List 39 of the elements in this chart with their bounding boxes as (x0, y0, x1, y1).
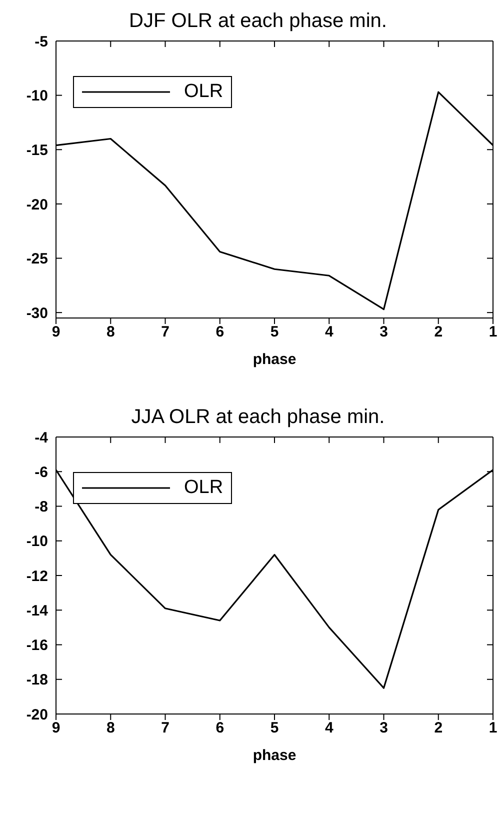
x-axis-title: phase (252, 747, 296, 764)
chart-title: DJF OLR at each phase min. (128, 9, 388, 34)
x-tick-label: 7 (161, 720, 170, 737)
y-tick-label: -14 (26, 602, 49, 620)
x-tick-label: 2 (434, 720, 443, 737)
legend-label: OLR (184, 81, 224, 103)
x-tick-label: 9 (52, 324, 60, 341)
y-tick-label: -15 (26, 142, 48, 159)
y-tick-label: -12 (26, 568, 48, 585)
x-tick-label: 5 (270, 720, 279, 737)
x-tick-label: 4 (324, 720, 334, 737)
x-tick-label: 3 (380, 324, 388, 341)
x-tick-label: 1 (488, 324, 498, 341)
x-tick-label: 6 (216, 324, 224, 341)
x-tick-label: 8 (106, 720, 115, 737)
y-tick-label: -30 (26, 304, 48, 322)
y-tick-label: -8 (34, 498, 48, 516)
y-tick-label: -6 (34, 464, 48, 481)
x-tick-label: 6 (216, 720, 224, 737)
y-tick-label: -10 (26, 533, 48, 550)
x-tick-label: 7 (161, 324, 170, 341)
y-tick-label: -4 (34, 429, 49, 446)
x-tick-label: 4 (324, 324, 334, 341)
x-tick-label: 5 (270, 324, 279, 341)
y-tick-label: -18 (26, 672, 48, 689)
x-tick-label: 1 (488, 720, 498, 737)
y-tick-label: -25 (26, 250, 48, 268)
legend-label: OLR (184, 477, 224, 499)
x-tick-label: 3 (380, 720, 388, 737)
y-tick-label: -10 (26, 88, 48, 105)
y-tick-label: -20 (26, 706, 48, 724)
y-tick-label: -20 (26, 196, 48, 214)
y-tick-label: -5 (34, 33, 48, 50)
x-axis-title: phase (252, 351, 296, 368)
chart-title: JJA OLR at each phase min. (130, 405, 386, 430)
x-tick-label: 8 (106, 324, 115, 341)
y-tick-label: -16 (26, 637, 48, 654)
x-tick-label: 2 (434, 324, 443, 341)
x-tick-label: 9 (52, 720, 60, 737)
